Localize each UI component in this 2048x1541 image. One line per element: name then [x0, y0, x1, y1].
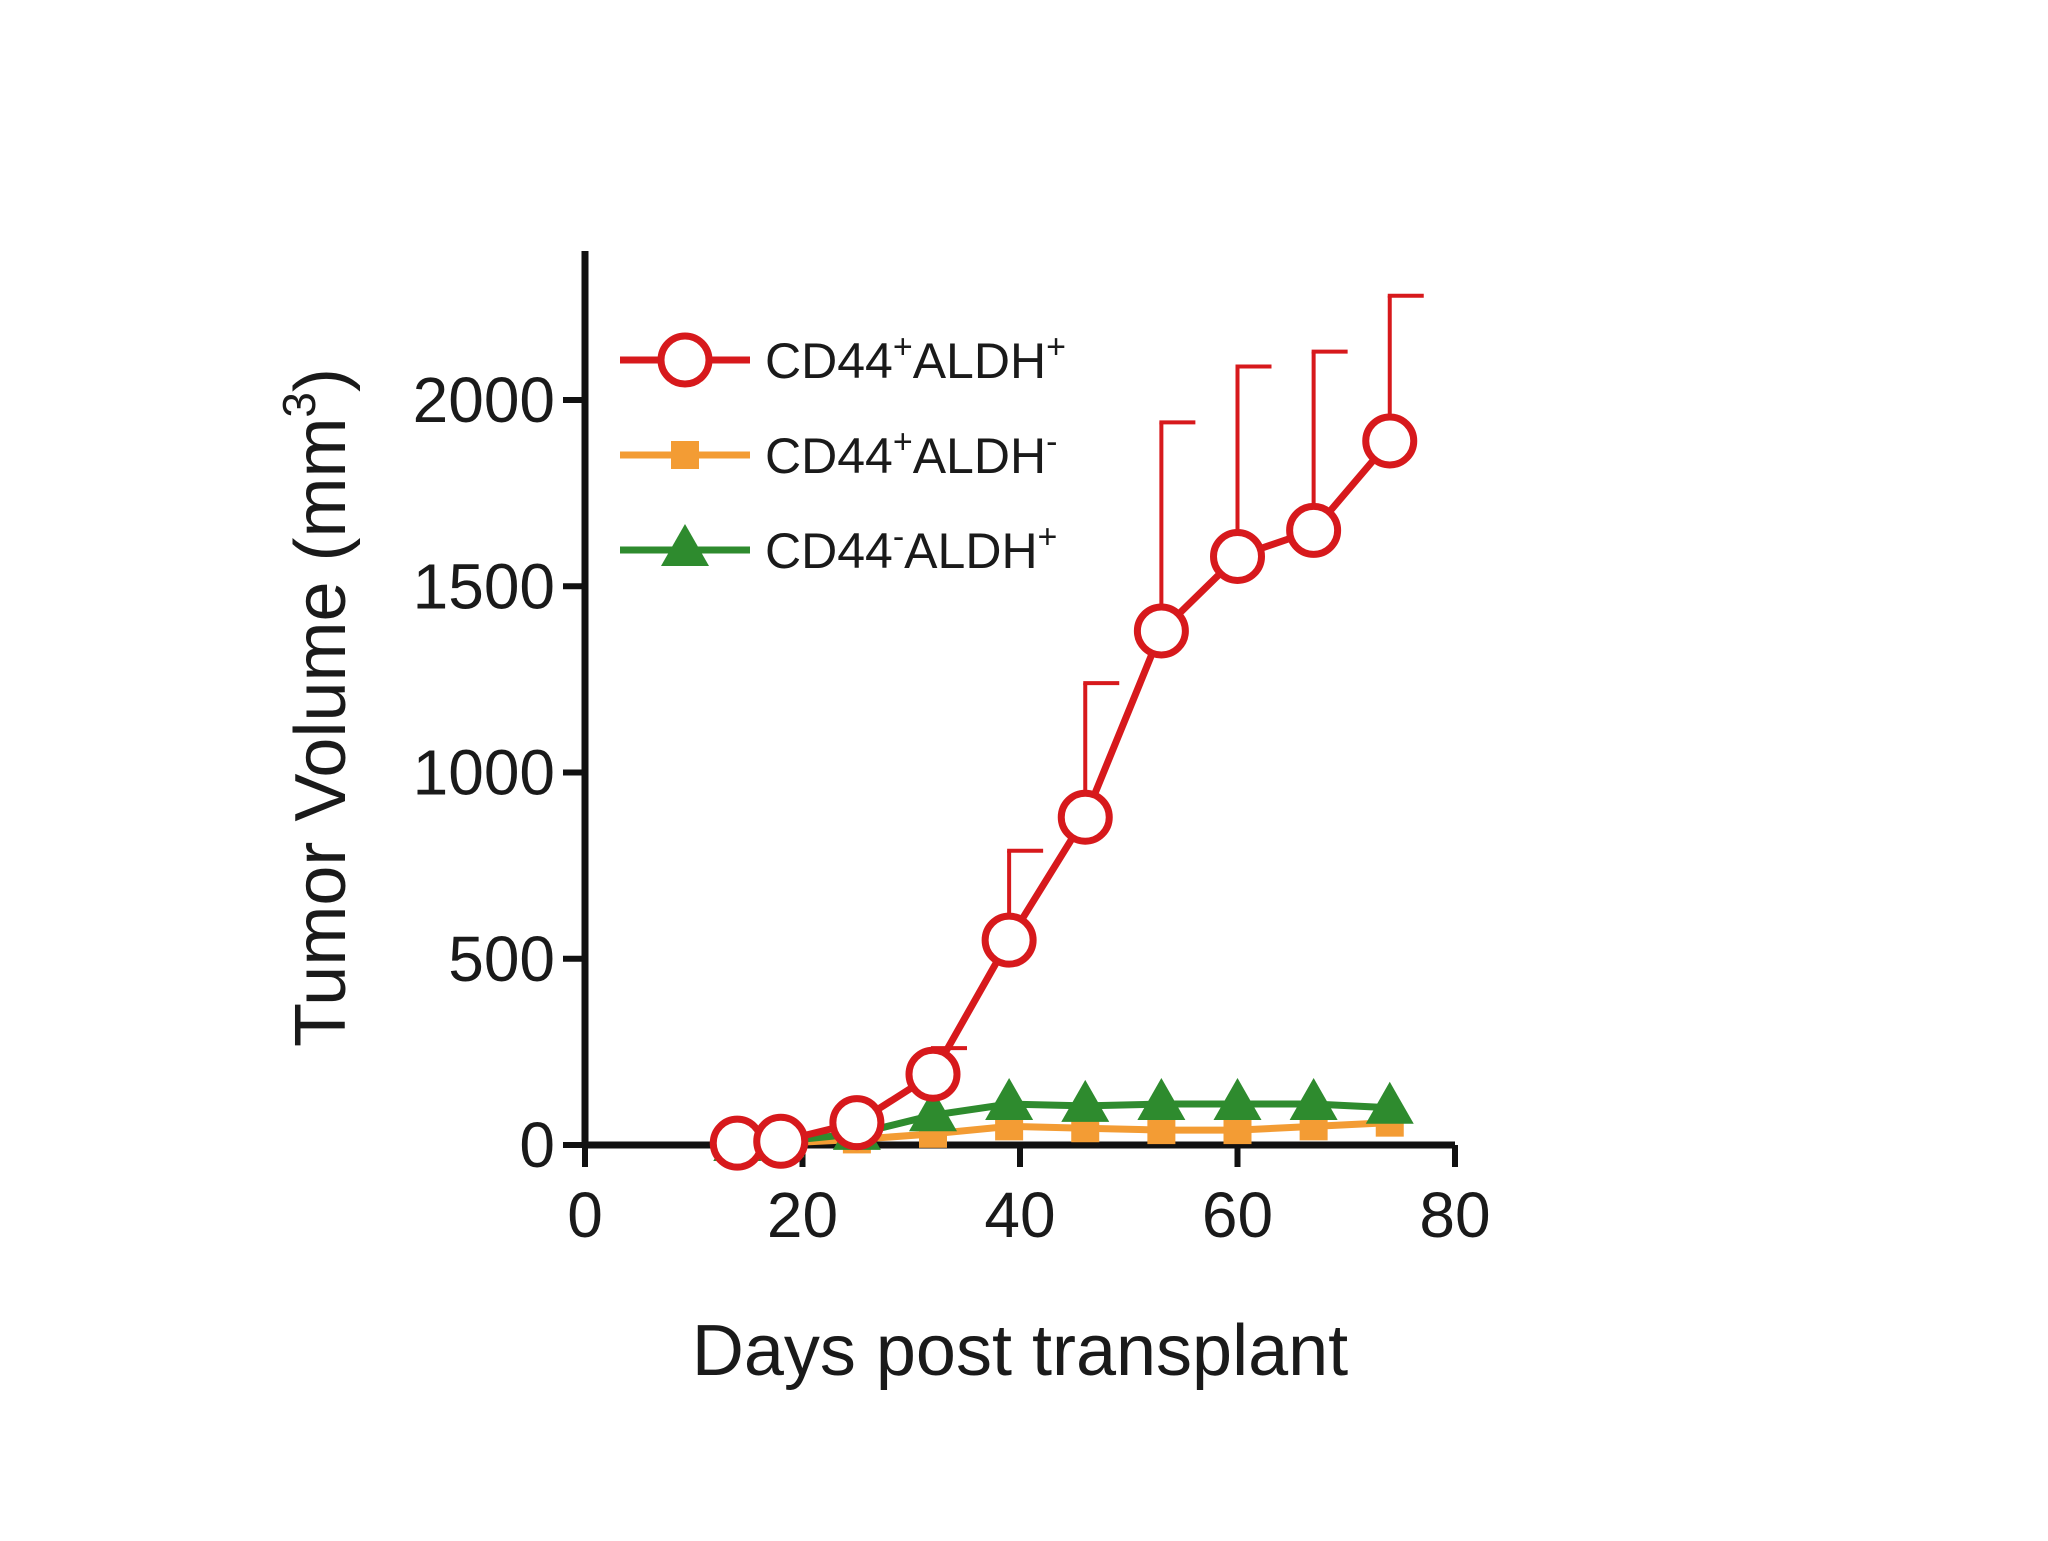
x-tick-label: 20: [767, 1179, 838, 1251]
legend-marker: [671, 441, 699, 469]
data-series: [709, 413, 1418, 1171]
data-point: [1061, 1079, 1110, 1122]
y-tick-label: 1000: [413, 737, 555, 809]
legend-marker: [657, 332, 713, 388]
legend-entry: CD44+ALDH-: [620, 423, 1057, 484]
data-point: [1223, 1116, 1252, 1145]
data-point: [1057, 789, 1113, 845]
legend-label: CD44+ALDH+: [765, 328, 1066, 389]
data-point: [1286, 502, 1342, 558]
x-tick-label: 0: [567, 1179, 603, 1251]
legend-entry: CD44-ALDH+: [620, 518, 1057, 579]
legend-label: CD44-ALDH+: [765, 518, 1057, 579]
data-point: [905, 1046, 961, 1102]
data-point: [981, 912, 1037, 968]
data-point: [1133, 603, 1189, 659]
data-point: [909, 1089, 957, 1132]
data-point: [1210, 528, 1265, 584]
data-point: [829, 1095, 885, 1151]
data-point: [1137, 1078, 1186, 1121]
legend: CD44+ALDH+ CD44+ALDH- CD44-ALDH+: [620, 328, 1066, 579]
y-tick-label: 1500: [413, 550, 555, 622]
x-axis-title: Days post transplant: [692, 1311, 1348, 1391]
axis-ticks: 0 20 40 60 80 0 500 1000 1500 2000: [413, 364, 1491, 1251]
y-axis-title-tail: ): [281, 368, 361, 392]
data-point: [1289, 1078, 1338, 1121]
y-axis-title-main: Tumor Volume (mm: [281, 418, 361, 1047]
data-point: [1362, 413, 1418, 469]
legend-marker: [661, 524, 709, 566]
x-tick-label: 40: [984, 1179, 1055, 1251]
x-tick-label: 60: [1202, 1179, 1273, 1251]
y-axis-title: Tumor Volume (mm3): [273, 368, 361, 1047]
data-point: [985, 1078, 1034, 1121]
x-tick-label: 80: [1419, 1179, 1490, 1251]
series-line: [736, 1100, 1390, 1149]
series-line: [737, 1119, 1390, 1149]
data-point: [1147, 1116, 1176, 1145]
series-line: [737, 438, 1393, 1147]
y-tick-label: 2000: [413, 364, 555, 436]
legend-label: CD44+ALDH-: [765, 423, 1057, 484]
y-axis-title-sup: 3: [273, 392, 325, 418]
y-tick-label: 500: [448, 923, 555, 995]
data-point: [753, 1113, 809, 1169]
data-point: [1213, 1078, 1262, 1121]
data-point: [1365, 1081, 1414, 1124]
legend-entry: CD44+ALDH+: [620, 328, 1066, 389]
y-tick-label: 0: [519, 1109, 555, 1181]
